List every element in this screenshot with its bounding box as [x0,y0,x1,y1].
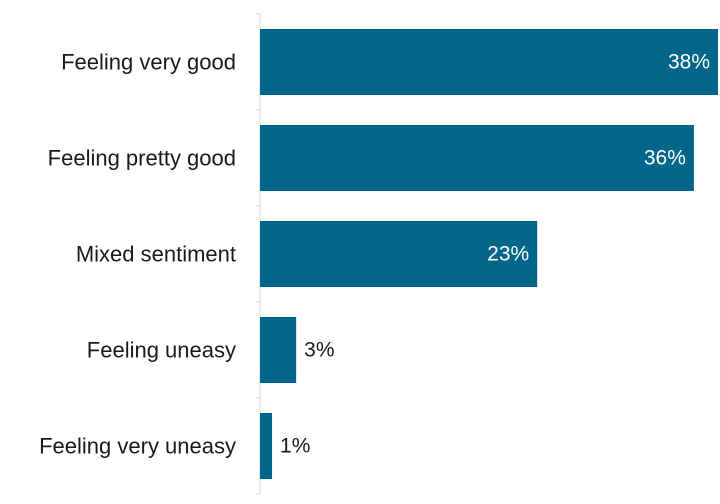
bar [260,125,694,191]
data-label: 23% [487,243,529,266]
value-labels: 38% 36% 23% 3% 1% [280,51,710,458]
bar [260,317,297,383]
bar [260,221,538,287]
category-label: Mixed sentiment [76,242,236,267]
category-label: Feeling pretty good [48,146,236,171]
category-label: Feeling very uneasy [39,434,236,459]
data-label: 36% [644,147,686,170]
bars-group [260,29,718,479]
category-label: Feeling uneasy [87,338,236,363]
category-labels: Feeling very good Feeling pretty good Mixe… [39,50,236,459]
category-label: Feeling very good [61,50,236,75]
data-label: 38% [668,51,710,74]
data-label: 1% [280,435,310,458]
data-label: 3% [304,339,334,362]
bar [260,413,273,479]
axis-ticks [255,13,260,495]
bar [260,29,718,95]
